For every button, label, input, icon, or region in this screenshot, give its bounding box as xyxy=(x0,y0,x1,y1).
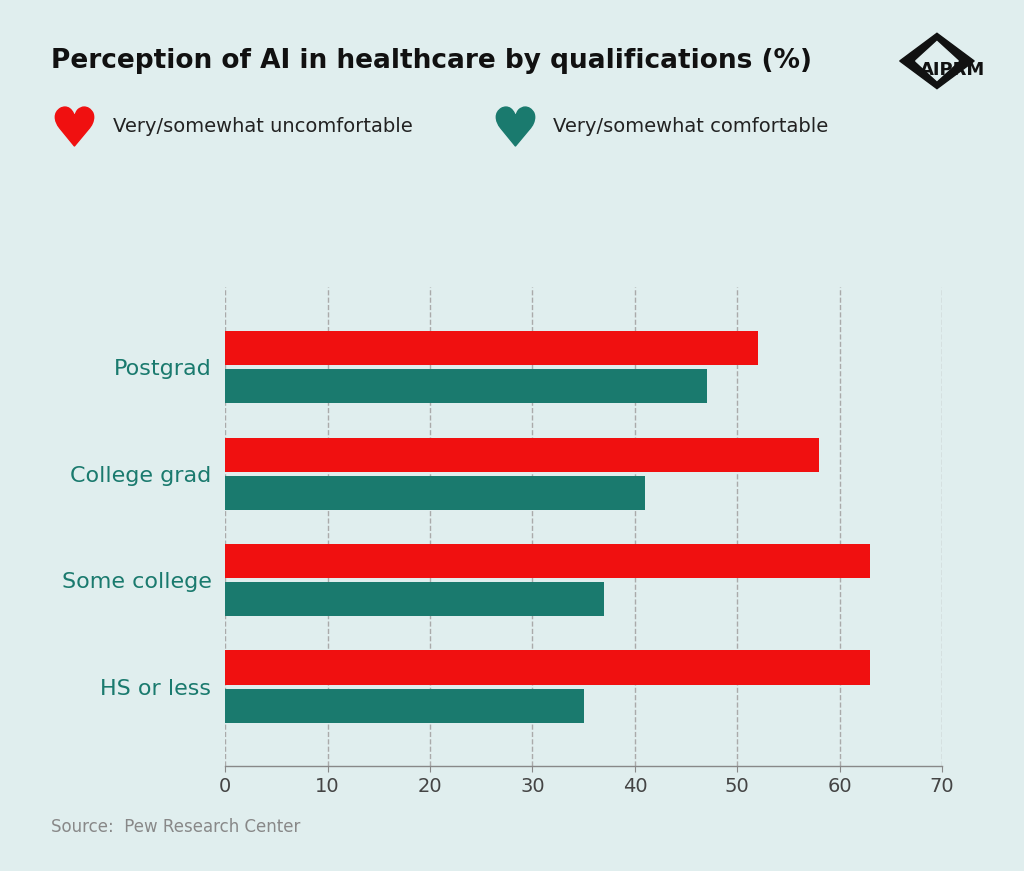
Bar xyxy=(225,651,870,685)
Text: Source:  Pew Research Center: Source: Pew Research Center xyxy=(51,818,301,836)
Bar xyxy=(225,437,819,471)
Text: AIPRM: AIPRM xyxy=(920,61,985,79)
Bar xyxy=(225,331,758,365)
Bar xyxy=(225,583,604,617)
Text: Perception of AI in healthcare by qualifications (%): Perception of AI in healthcare by qualif… xyxy=(51,48,812,74)
Polygon shape xyxy=(900,33,974,89)
Bar xyxy=(225,476,645,510)
Bar xyxy=(225,369,707,403)
Polygon shape xyxy=(915,42,958,80)
Text: Very/somewhat uncomfortable: Very/somewhat uncomfortable xyxy=(113,117,413,136)
Text: Very/somewhat comfortable: Very/somewhat comfortable xyxy=(553,117,828,136)
Bar xyxy=(225,689,584,723)
Bar xyxy=(225,544,870,578)
